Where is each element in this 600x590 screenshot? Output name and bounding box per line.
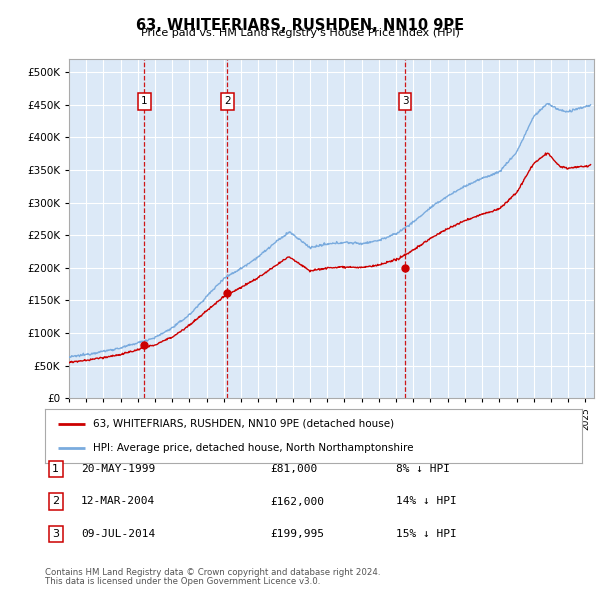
Text: 1: 1 xyxy=(141,96,148,106)
Text: Contains HM Land Registry data © Crown copyright and database right 2024.: Contains HM Land Registry data © Crown c… xyxy=(45,568,380,576)
Text: £81,000: £81,000 xyxy=(270,464,317,474)
Text: Price paid vs. HM Land Registry's House Price Index (HPI): Price paid vs. HM Land Registry's House … xyxy=(140,28,460,38)
Text: 2: 2 xyxy=(52,497,59,506)
Text: £199,995: £199,995 xyxy=(270,529,324,539)
Text: HPI: Average price, detached house, North Northamptonshire: HPI: Average price, detached house, Nort… xyxy=(94,444,414,454)
Text: 8% ↓ HPI: 8% ↓ HPI xyxy=(396,464,450,474)
Text: This data is licensed under the Open Government Licence v3.0.: This data is licensed under the Open Gov… xyxy=(45,577,320,586)
Text: 63, WHITEFRIARS, RUSHDEN, NN10 9PE (detached house): 63, WHITEFRIARS, RUSHDEN, NN10 9PE (deta… xyxy=(94,418,394,428)
Text: 09-JUL-2014: 09-JUL-2014 xyxy=(81,529,155,539)
Text: 20-MAY-1999: 20-MAY-1999 xyxy=(81,464,155,474)
Text: 12-MAR-2004: 12-MAR-2004 xyxy=(81,497,155,506)
Text: 3: 3 xyxy=(52,529,59,539)
Text: 1: 1 xyxy=(52,464,59,474)
Text: 3: 3 xyxy=(401,96,409,106)
Text: £162,000: £162,000 xyxy=(270,497,324,506)
Text: 63, WHITEFRIARS, RUSHDEN, NN10 9PE: 63, WHITEFRIARS, RUSHDEN, NN10 9PE xyxy=(136,18,464,32)
Text: 15% ↓ HPI: 15% ↓ HPI xyxy=(396,529,457,539)
Text: 2: 2 xyxy=(224,96,230,106)
Text: 14% ↓ HPI: 14% ↓ HPI xyxy=(396,497,457,506)
